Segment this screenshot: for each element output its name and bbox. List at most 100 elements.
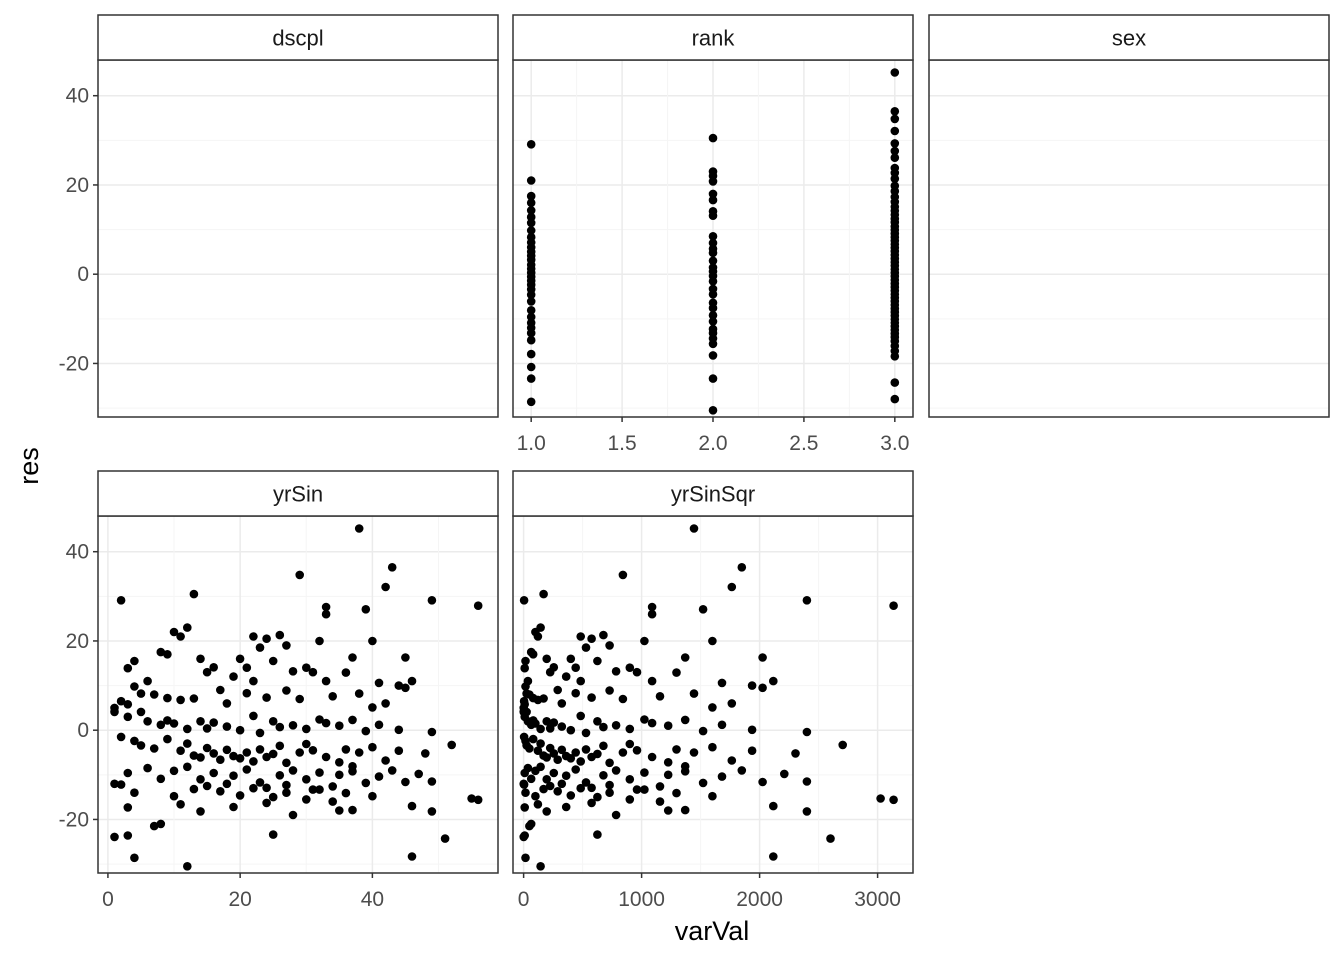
data-point [708,256,718,266]
data-point [553,787,562,796]
data-point [526,362,536,372]
data-point [275,771,285,780]
data-point [802,777,812,786]
data-point [625,663,635,672]
data-point [262,783,271,793]
data-point [282,758,291,768]
data-point [708,290,718,299]
data-point [368,636,377,646]
data-point [708,232,718,241]
panel-background [929,60,1329,417]
data-point [354,689,364,698]
data-point [599,771,608,780]
data-point [526,198,536,208]
data-point [361,778,371,788]
data-point [354,524,364,533]
data-point [222,745,232,755]
facet-strip [928,14,1330,61]
data-point [826,834,835,843]
data-point [566,754,576,763]
data-point [605,641,614,650]
data-point [618,748,628,757]
data-point [130,736,139,746]
data-point [262,798,271,808]
data-point [890,174,900,183]
data-point [229,751,238,761]
data-point [282,780,291,790]
data-point [557,699,567,708]
data-point [708,248,718,258]
data-point [169,627,179,637]
data-point [268,749,278,759]
data-point [407,676,417,686]
data-point [242,748,252,757]
data-point [202,724,212,733]
data-point [308,785,318,794]
data-point [427,596,437,605]
data-point [116,696,126,706]
y-tick-label: -20 [59,808,89,831]
data-point [526,206,536,215]
data-point [249,783,258,793]
y-tick-label: -20 [59,352,89,375]
data-point [202,781,212,791]
data-point [727,756,737,765]
data-point [427,807,437,816]
data-point [348,653,357,662]
data-point [387,563,397,572]
data-point [542,807,551,816]
data-point [282,788,291,797]
x-tick-label: 3.0 [880,432,909,455]
data-point [566,791,576,800]
data-point [549,718,559,727]
data-point [169,766,179,776]
data-point [163,650,172,659]
data-point [526,774,536,784]
data-point [440,834,450,843]
x-tick-label: 2.5 [789,432,818,455]
points-yrsinsqr [519,524,898,871]
data-point [275,722,285,732]
data-point [295,694,305,704]
data-point [473,795,483,805]
data-point [149,690,159,699]
data-point [130,853,139,863]
data-point [288,766,298,775]
data-point [521,788,530,797]
data-point [361,726,371,736]
data-point [526,297,536,306]
data-point [539,589,548,599]
data-point [222,722,232,731]
data-point [640,768,649,777]
data-point [183,739,192,748]
data-point [549,749,559,758]
data-point [708,742,717,752]
points-rank [526,68,900,415]
data-point [647,676,657,686]
data-point [890,107,900,116]
data-point [235,654,245,664]
data-point [717,772,727,781]
data-point [116,780,126,789]
data-point [229,802,238,812]
data-point [520,831,529,840]
data-point [890,146,900,156]
data-point [341,745,351,754]
data-point [708,195,718,205]
data-point [566,654,576,664]
facet-strip [512,470,914,517]
data-point [632,746,642,755]
data-point [545,667,555,677]
data-point [526,397,536,407]
facet-label: rank [692,26,736,51]
data-point [156,819,166,829]
data-point [561,771,571,780]
y-tick-label: 0 [77,719,89,742]
data-point [268,717,278,726]
data-point [407,852,417,861]
data-point [593,749,602,759]
data-point [328,797,338,806]
data-point [539,694,548,703]
data-point [876,794,885,803]
data-point [698,605,708,614]
